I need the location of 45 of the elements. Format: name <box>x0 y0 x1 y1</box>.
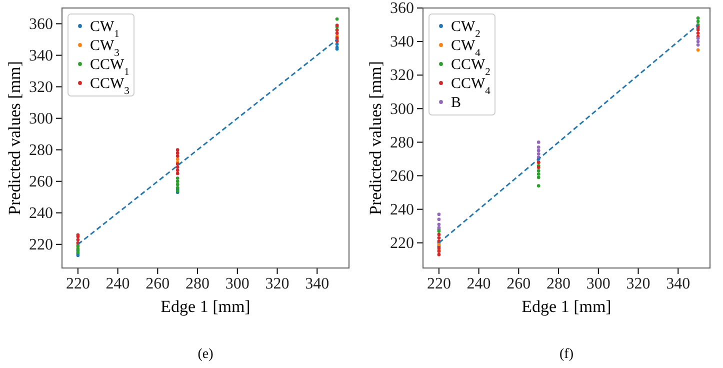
y-tick-label: 220 <box>390 234 414 252</box>
y-tick-label: 280 <box>29 142 53 159</box>
x-tick-label: 220 <box>66 275 90 292</box>
x-tick-label: 260 <box>146 275 170 292</box>
x-tick-label: 240 <box>466 275 491 292</box>
legend-label: CCW$_{2}$ <box>451 57 490 78</box>
legend-label: CW$_{2}$ <box>451 19 480 40</box>
y-tick-label: 300 <box>29 110 53 128</box>
y-axis-title: Predicted values [mm] <box>366 61 385 215</box>
x-tick-label: 240 <box>106 275 130 292</box>
y-tick-label: 300 <box>390 100 414 118</box>
text: (e) <box>198 347 214 362</box>
x-axis-title: Edge 1 [mm] <box>160 297 250 316</box>
y-tick-label: 220 <box>29 236 53 254</box>
legend-label: CW$_{1}$ <box>90 19 120 40</box>
y-tick-label: 280 <box>390 134 414 152</box>
y-tick-label: 260 <box>29 173 53 190</box>
y-axis-title: Predicted values [mm] <box>5 61 24 215</box>
x-tick-label: 340 <box>305 275 330 292</box>
x-tick-label: 260 <box>506 275 531 292</box>
x-tick-label: 300 <box>586 275 610 292</box>
text: (f) <box>560 347 574 362</box>
y-tick-label: 340 <box>390 34 414 51</box>
x-tick-label: 340 <box>666 275 690 292</box>
legend-label: CW$_{3}$ <box>90 38 120 58</box>
x-tick-label: 280 <box>546 275 571 292</box>
legend-label: CCW$_{1}$ <box>90 57 130 78</box>
x-axis-title: Edge 1 [mm] <box>522 297 612 316</box>
x-tick-label: 320 <box>626 275 650 292</box>
y-tick-label: 240 <box>390 201 414 218</box>
x-tick-label: 280 <box>186 275 210 292</box>
y-tick-label: 360 <box>29 16 53 33</box>
y-tick-label: 320 <box>29 78 53 96</box>
y-tick-label: 360 <box>390 0 414 18</box>
legend-label: CCW$_{4}$ <box>451 76 492 96</box>
y-tick-label: 260 <box>390 168 414 185</box>
y-tick-label: 320 <box>390 67 414 84</box>
legend-label: CCW$_{3}$ <box>90 76 130 96</box>
x-tick-label: 320 <box>265 275 290 292</box>
legend-label: CW$_{4}$ <box>451 38 482 58</box>
x-tick-label: 300 <box>225 275 250 292</box>
y-tick-label: 240 <box>29 204 53 222</box>
y-tick-label: 340 <box>29 47 53 64</box>
legend-label: B <box>451 95 462 111</box>
x-tick-label: 220 <box>426 275 451 292</box>
